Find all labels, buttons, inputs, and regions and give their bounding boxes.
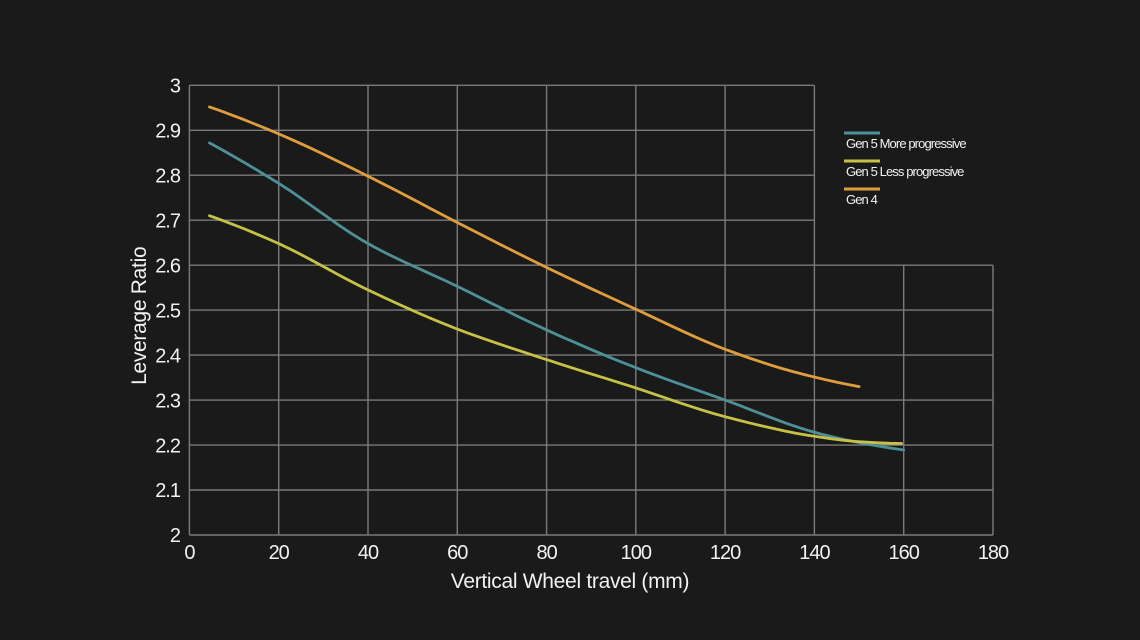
svg-text:140: 140 xyxy=(799,542,830,564)
svg-text:2.5: 2.5 xyxy=(155,300,181,322)
svg-text:0: 0 xyxy=(184,542,195,564)
svg-text:120: 120 xyxy=(710,542,741,564)
svg-text:40: 40 xyxy=(358,542,379,564)
svg-text:Gen 4: Gen 4 xyxy=(846,192,878,207)
svg-text:2.9: 2.9 xyxy=(155,121,181,143)
svg-text:2: 2 xyxy=(170,525,181,547)
svg-text:60: 60 xyxy=(447,542,468,564)
svg-text:2.1: 2.1 xyxy=(155,480,181,502)
svg-text:2.7: 2.7 xyxy=(155,210,181,232)
svg-text:Gen 5 Less progressive: Gen 5 Less progressive xyxy=(846,164,964,179)
svg-text:100: 100 xyxy=(621,542,652,564)
svg-text:2.6: 2.6 xyxy=(155,255,181,277)
svg-text:Gen 5 More progressive: Gen 5 More progressive xyxy=(846,136,966,151)
svg-text:2.4: 2.4 xyxy=(155,345,181,367)
svg-text:Leverage Ratio: Leverage Ratio xyxy=(128,247,151,385)
svg-text:Vertical Wheel travel (mm): Vertical Wheel travel (mm) xyxy=(451,570,689,593)
svg-text:2.3: 2.3 xyxy=(155,390,181,412)
svg-text:2.8: 2.8 xyxy=(155,165,181,187)
svg-text:80: 80 xyxy=(536,542,557,564)
svg-text:180: 180 xyxy=(978,542,1009,564)
svg-text:20: 20 xyxy=(269,542,290,564)
svg-text:160: 160 xyxy=(889,542,920,564)
svg-text:2.2: 2.2 xyxy=(155,435,181,457)
svg-text:3: 3 xyxy=(170,76,181,98)
